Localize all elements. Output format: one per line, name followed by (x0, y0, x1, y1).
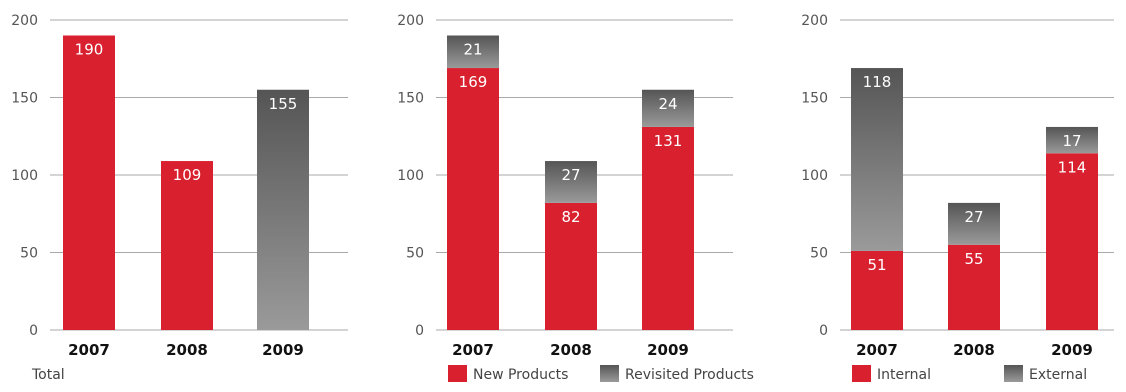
chart2-data-label: 27 (561, 166, 580, 184)
chart3-data-label: 17 (1062, 132, 1081, 150)
chart3-ytick-label: 50 (810, 246, 828, 262)
chart3-data-label: 51 (867, 256, 886, 274)
chart2-ytick-label: 100 (397, 168, 424, 184)
chart3-legend-swatch (1004, 365, 1023, 382)
chart3-legend-swatch (852, 365, 871, 382)
chart1-bar-2009-total (257, 89, 309, 330)
chart1-xtick-label: 2008 (166, 341, 208, 359)
chart2-bar-2007-new-products (447, 68, 499, 331)
chart1-ytick-label: 50 (20, 246, 38, 262)
chart2-data-label: 24 (658, 95, 677, 113)
chart2-xtick-label: 2009 (647, 341, 689, 359)
chart2-data-label: 169 (459, 73, 488, 91)
chart2-ytick-label: 50 (406, 246, 424, 262)
chart2-bar-2008-new-products (545, 202, 597, 330)
chart3-bar-2008-internal (948, 244, 1000, 330)
chart3-xtick-label: 2009 (1051, 341, 1093, 359)
chart1-ytick-label: 100 (11, 168, 38, 184)
chart3-legend-label: Internal (877, 367, 931, 383)
chart1-caption: Total (31, 367, 65, 383)
chart2-ytick-label: 0 (415, 323, 424, 339)
chart2-bar-2007-revisited-products (447, 35, 499, 69)
chart1-data-label: 190 (75, 41, 104, 59)
chart2-legend-label: Revisited Products (625, 367, 754, 383)
chart1-bar-2008-total (161, 161, 213, 330)
chart2-xtick-label: 2008 (550, 341, 592, 359)
chart3-bar-2008-external (948, 202, 1000, 245)
chart3-data-label: 118 (863, 73, 892, 91)
chart2-legend-swatch (448, 365, 467, 382)
chart1-ytick-label: 200 (11, 13, 38, 29)
chart2-data-label: 21 (463, 41, 482, 59)
chart1-ytick-label: 0 (29, 323, 38, 339)
chart3-legend-label: External (1029, 367, 1087, 383)
chart1-xtick-label: 2009 (262, 341, 304, 359)
chart2-legend-label: New Products (473, 367, 568, 383)
chart2-bar-2008-revisited-products (545, 161, 597, 203)
chart3-bar-2007-external (851, 68, 903, 251)
chart3-ytick-label: 100 (801, 168, 828, 184)
chart3-ytick-label: 0 (819, 323, 828, 339)
chart1-data-label: 109 (173, 166, 202, 184)
chart3-ytick-label: 200 (801, 13, 828, 29)
chart2-bar-2009-new-products (642, 126, 694, 330)
chart3-bar-2009-external (1046, 126, 1098, 154)
chart1-bar-2007-total (63, 35, 115, 330)
chart3-data-label: 27 (964, 208, 983, 226)
chart2-bar-2009-revisited-products (642, 89, 694, 127)
chart3-data-label: 55 (964, 250, 983, 268)
chart1-data-label: 155 (269, 95, 298, 113)
chart2-legend-swatch (600, 365, 619, 382)
chart2-data-label: 82 (561, 208, 580, 226)
chart1-xtick-label: 2007 (68, 341, 110, 359)
chart3-bar-2007-internal (851, 250, 903, 330)
chart3-xtick-label: 2008 (953, 341, 995, 359)
chart2-ytick-label: 200 (397, 13, 424, 29)
chart3-data-label: 114 (1058, 158, 1087, 176)
chart3-xtick-label: 2007 (856, 341, 898, 359)
chart2-xtick-label: 2007 (452, 341, 494, 359)
chart2-ytick-label: 150 (397, 91, 424, 107)
chart2-data-label: 131 (654, 132, 683, 150)
chart3-bar-2009-internal (1046, 153, 1098, 330)
chart1-ytick-label: 150 (11, 91, 38, 107)
chart3-ytick-label: 150 (801, 91, 828, 107)
